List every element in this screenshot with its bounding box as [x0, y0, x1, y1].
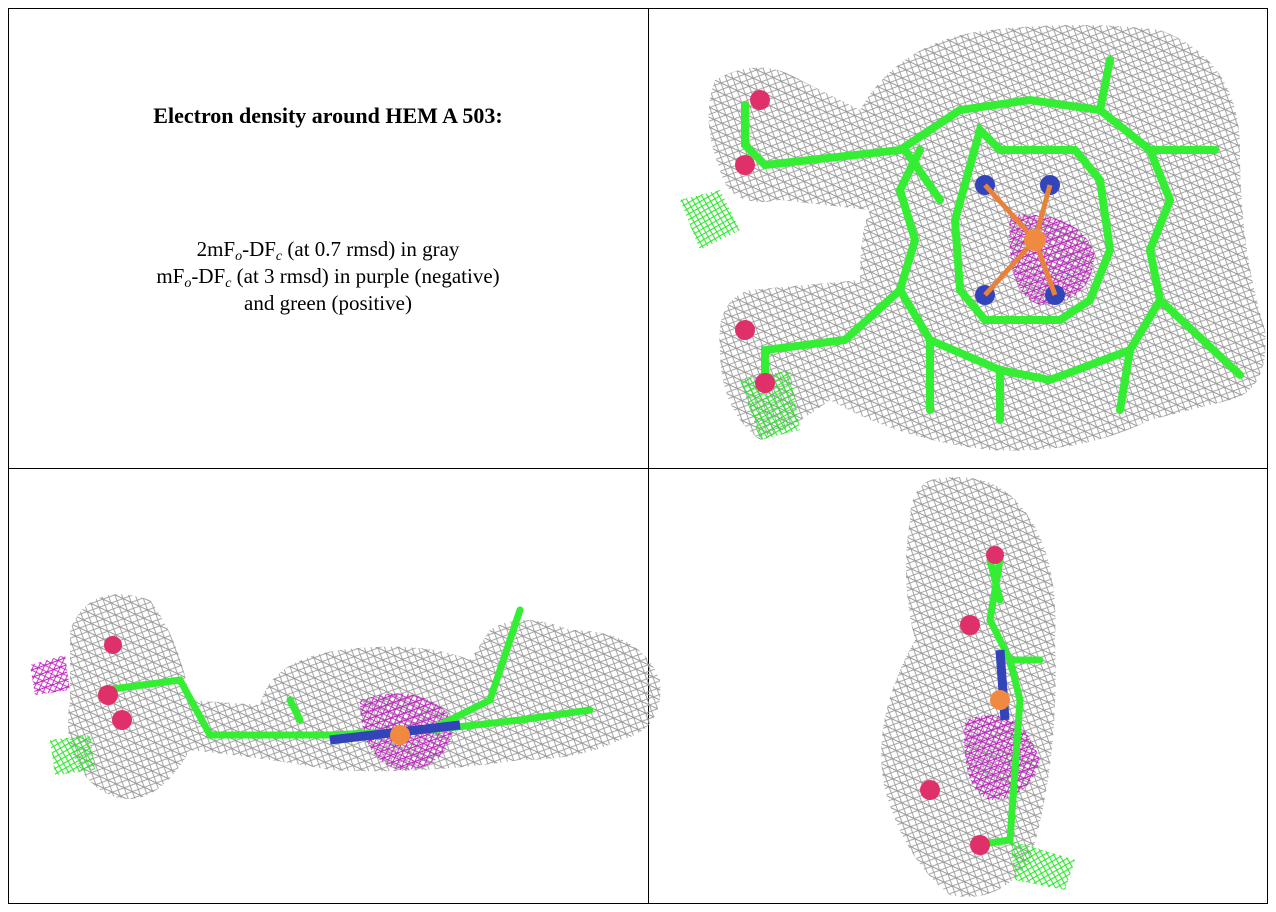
heme-edge-view	[881, 477, 1075, 897]
caption-line: 2mFo-DFc (at 0.7 rmsd) in gray	[8, 236, 648, 263]
page: Electron density around HEM A 503: 2mFo-…	[0, 0, 1276, 912]
heme-side-view	[30, 594, 661, 799]
figure: Electron density around HEM A 503: 2mFo-…	[0, 0, 1276, 912]
text: -DF	[242, 237, 276, 261]
text: 2mF	[197, 237, 236, 261]
text: mF	[156, 264, 184, 288]
text: -DF	[191, 264, 225, 288]
caption-line: mFo-DFc (at 3 rmsd) in purple (negative)	[8, 263, 648, 290]
text: (at 3 rmsd) in purple (negative)	[231, 264, 499, 288]
caption-title: Electron density around HEM A 503:	[8, 103, 648, 129]
caption-cell: Electron density around HEM A 503: 2mFo-…	[8, 8, 648, 468]
text: (at 0.7 rmsd) in gray	[282, 237, 459, 261]
caption-lines: 2mFo-DFc (at 0.7 rmsd) in gray mFo-DFc (…	[8, 236, 648, 317]
heme-top-view	[680, 25, 1266, 451]
caption-line: and green (positive)	[8, 290, 648, 317]
